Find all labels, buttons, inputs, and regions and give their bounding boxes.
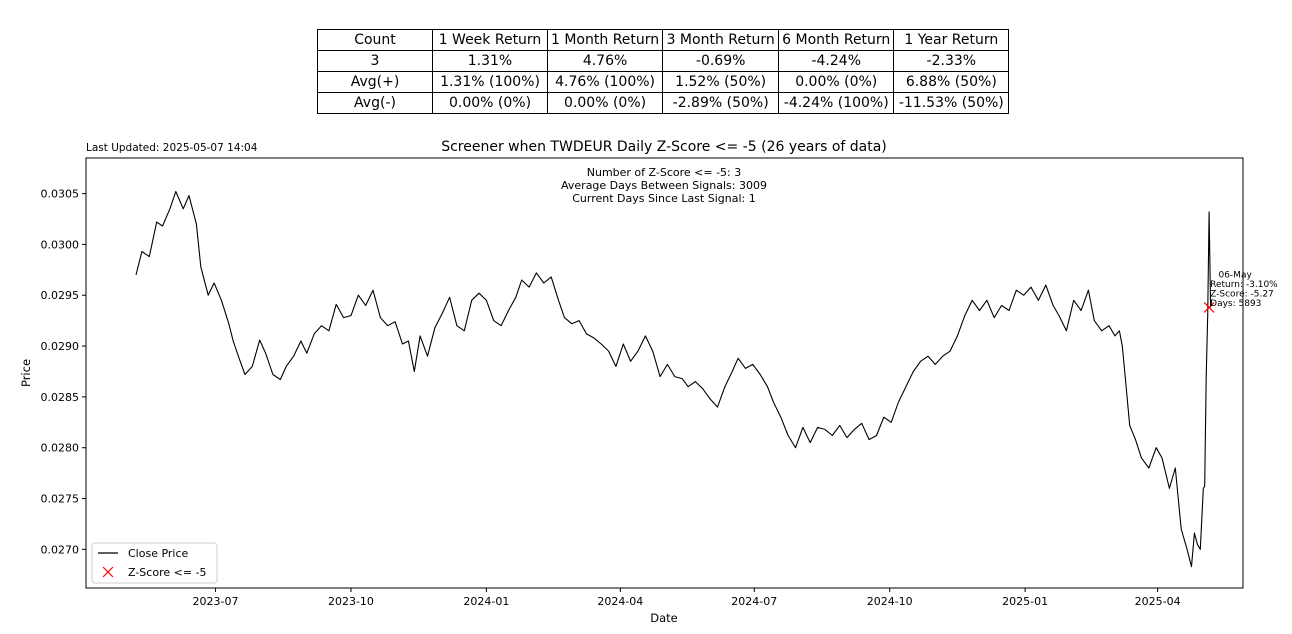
stats-table: Count 1 Week Return 1 Month Return 3 Month … (317, 29, 1010, 114)
stats-cell: -2.33% (893, 50, 1010, 72)
stats-row: Avg(-) 0.00% (0%) 0.00% (0%) -2.89% (50%) -4… (317, 92, 1010, 114)
info-line: Number of Z-Score <= -5: 3 (587, 166, 742, 179)
y-tick-label: 0.0305 (41, 188, 80, 201)
stats-cell: 0.00% (0%) (546, 92, 664, 114)
stats-cell: 6.88% (50%) (893, 71, 1010, 93)
signal-annotation-line: Z-Score: -5.27 (1210, 289, 1274, 299)
stats-cell: Avg(-) (317, 92, 433, 114)
x-tick-label: 2023-10 (328, 595, 374, 608)
stats-cell: -0.69% (662, 50, 780, 72)
info-line: Average Days Between Signals: 3009 (561, 179, 767, 192)
series-layer (135, 190, 1212, 568)
x-axis-label: Date (650, 611, 678, 625)
signal-marker-x (1203, 302, 1215, 313)
y-tick-label: 0.0275 (41, 493, 80, 506)
stats-cell: 4.76% (546, 50, 664, 72)
y-tick-label: 0.0280 (41, 442, 80, 455)
chart-title: Screener when TWDEUR Daily Z-Score <= -5… (441, 139, 887, 155)
plot-area (85, 157, 1244, 589)
y-tick-label: 0.0300 (41, 238, 80, 251)
legend-label: Z-Score <= -5 (128, 566, 207, 579)
stats-cell: -11.53% (50%) (893, 92, 1010, 114)
stats-cell: 6 Month Return (778, 29, 895, 51)
y-axis-label: Price (19, 359, 33, 387)
stats-cell: 1.52% (50%) (662, 71, 780, 93)
close-price-line (135, 190, 1212, 568)
stats-header-row: Count 1 Week Return 1 Month Return 3 Month … (317, 29, 1010, 51)
y-tick-label: 0.0290 (41, 340, 80, 353)
x-tick-label: 2025-04 (1135, 595, 1181, 608)
x-tick-label: 2023-07 (193, 595, 239, 608)
y-tick-label: 0.0295 (41, 289, 80, 302)
x-tick-label: 2025-01 (1002, 595, 1048, 608)
signal-annotation-line: Return: -3.10% (1210, 280, 1278, 290)
x-tick-label: 2024-04 (597, 595, 643, 608)
y-axis: 0.0270 0.0275 0.0280 0.0285 0.0290 0.0295 0.03… (41, 188, 86, 556)
x-tick-label: 2024-01 (463, 595, 509, 608)
signal-x-stroke (1203, 302, 1215, 313)
info-line: Current Days Since Last Signal: 1 (572, 192, 755, 205)
stats-cell: 0.00% (0%) (778, 71, 895, 93)
legend-box (91, 542, 218, 584)
legend-label: Close Price (128, 547, 189, 560)
signal-annotation-line: Days: 5893 (1210, 299, 1261, 309)
stats-cell: 1 Year Return (893, 29, 1010, 51)
stats-cell: -2.89% (50%) (662, 92, 780, 114)
last-updated-text: Last Updated: 2025-05-07 14:04 (86, 142, 258, 154)
stats-cell: 0.00% (0%) (432, 92, 548, 114)
legend-x-swatch (102, 566, 114, 578)
signal-annotation-line: 06-May (1218, 270, 1252, 280)
y-tick-label: 0.0270 (41, 543, 80, 556)
x-tick-label: 2024-07 (731, 595, 777, 608)
stats-cell: -4.24% (100%) (778, 92, 895, 114)
y-tick-label: 0.0285 (41, 391, 80, 404)
legend: Close Price Z-Score <= -5 (91, 542, 218, 584)
x-axis: 2023-07 2023-10 2024-01 2024-04 2024-07 2024-… (193, 588, 1181, 608)
x-tick-label: 2024-10 (867, 595, 913, 608)
